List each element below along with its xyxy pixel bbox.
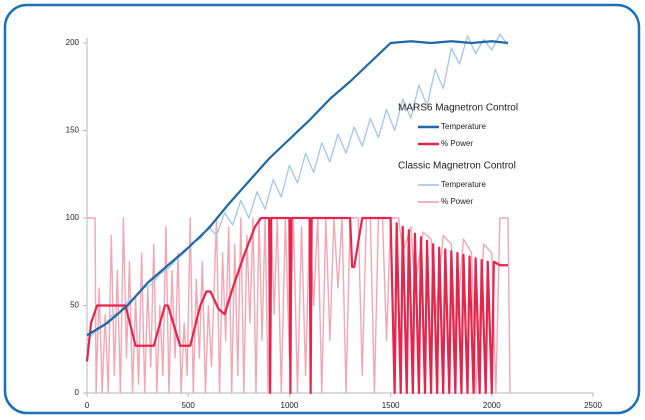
x-tick-label: 1500 — [382, 401, 400, 410]
series-line — [86, 40, 509, 337]
x-tick-label: 500 — [182, 401, 196, 410]
x-tick-label: 2500 — [584, 401, 602, 410]
y-tick-label: 50 — [70, 301, 79, 310]
y-tick-label: 150 — [66, 126, 80, 135]
y-tick-label: 100 — [66, 213, 80, 222]
legend-title: MARS6 Magnetron Control — [398, 103, 518, 114]
y-tick-label: 200 — [66, 38, 80, 47]
frame — [3, 3, 641, 415]
x-tick-label: 0 — [85, 401, 90, 410]
series-line — [87, 217, 511, 394]
legend: MARS6 Magnetron Control Temperature % Powe… — [398, 103, 518, 206]
legend-label: Temperature — [441, 122, 486, 131]
legend-label: % Power — [441, 197, 473, 206]
y-tick-label: 0 — [75, 388, 80, 397]
legend-label: % Power — [441, 139, 473, 148]
legend-label: Temperature — [441, 180, 486, 189]
legend-title: Classic Magnetron Control — [398, 161, 516, 172]
series-line — [85, 216, 508, 395]
x-tick-label: 2000 — [483, 401, 501, 410]
series-line — [86, 33, 509, 341]
x-tick-label: 1000 — [281, 401, 299, 410]
